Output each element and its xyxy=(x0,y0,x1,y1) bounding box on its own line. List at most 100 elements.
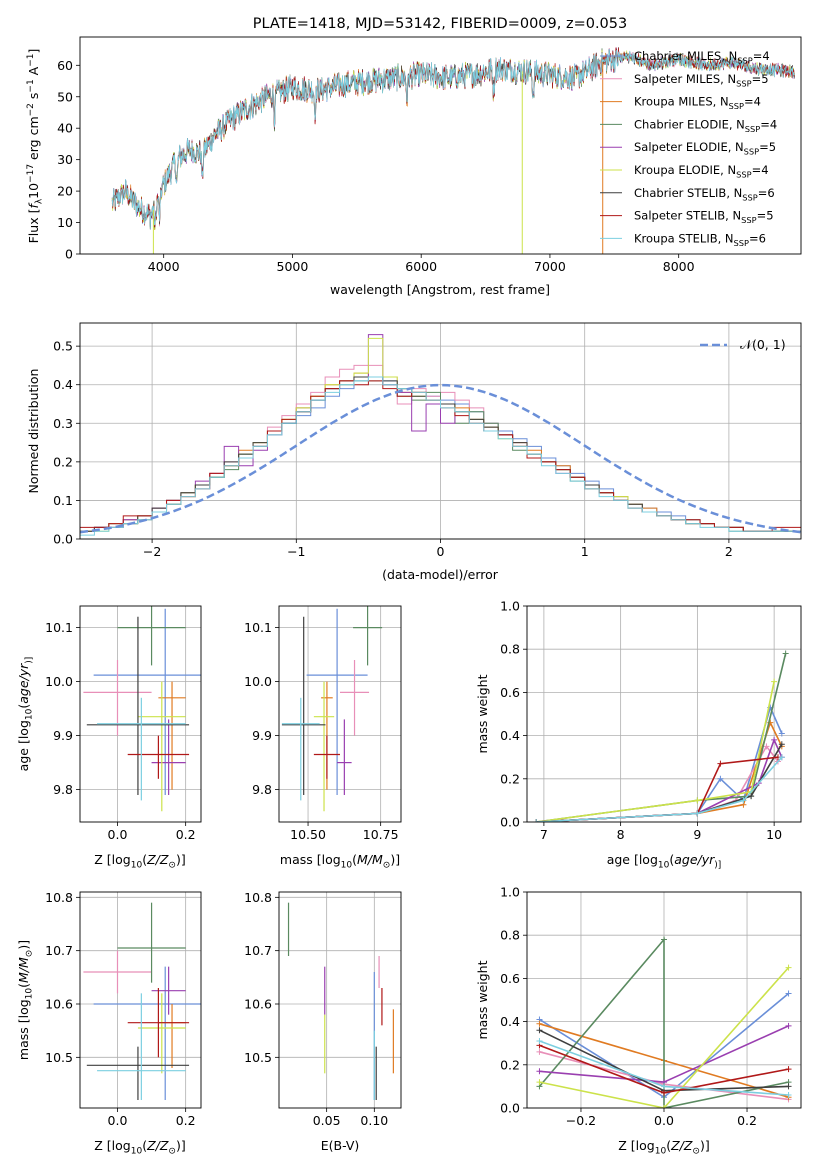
weight-track-kroupa_elodie xyxy=(536,681,775,822)
label-part: λ xyxy=(35,198,45,204)
y-tick-label: 10.0 xyxy=(244,674,272,689)
label-part: 10 xyxy=(131,1147,143,1157)
label-part: Chabrier STELIB, N xyxy=(634,186,742,200)
label-part: Chabrier MILES, N xyxy=(634,49,737,63)
y-tick-label: 9.9 xyxy=(252,728,272,743)
y-tick-label: 10.7 xyxy=(45,943,73,958)
legend-label: Chabrier STELIB, NSSP=6 xyxy=(634,186,775,203)
label-part: SSP xyxy=(742,192,757,202)
legend-label: Kroupa ELODIE, NSSP=4 xyxy=(634,163,769,180)
weight-marker xyxy=(748,793,755,800)
x-tick-label: 0.2 xyxy=(176,827,196,842)
legend-label: Salpeter ELODIE, NSSP=5 xyxy=(634,140,776,157)
y-tick-label: 0.6 xyxy=(500,685,520,700)
weight-marker xyxy=(536,1079,543,1086)
label-part: ( xyxy=(16,983,31,988)
label-part: mass [log xyxy=(280,852,341,867)
y-tick-label: 0.4 xyxy=(500,1014,520,1029)
axes-frame xyxy=(79,36,802,255)
axes-frame xyxy=(79,322,802,540)
label-part: )] xyxy=(714,861,721,871)
x-tick-label: 2 xyxy=(725,544,733,559)
x-tick-label: 0.10 xyxy=(360,1113,388,1128)
y-tick-label: 0.8 xyxy=(500,642,520,657)
y-axis-label: mass weight xyxy=(475,960,490,1039)
label-part: )] xyxy=(16,940,31,950)
x-axis-label: (data-model)/error xyxy=(382,567,499,582)
y-tick-label: 1.0 xyxy=(500,885,520,900)
x-tick-label: 0.0 xyxy=(108,1113,128,1128)
y-tick-label: 10.5 xyxy=(244,1050,272,1065)
label-part: 10 xyxy=(655,1147,667,1157)
y-tick-label: 0.8 xyxy=(500,928,520,943)
weight-marker xyxy=(785,990,792,997)
label-part: =5 xyxy=(759,140,776,154)
weight-marker xyxy=(771,678,778,685)
label-part: SSP xyxy=(737,56,752,66)
label-part: )] xyxy=(390,852,400,867)
axes-z-vs-mass: 0.0 0.2 10.5 10.6 10.7 10.8 xyxy=(45,890,202,1128)
label-part: Z [log xyxy=(94,1138,130,1153)
x-tick-label: 7000 xyxy=(534,259,566,274)
label-part: ⊙ xyxy=(383,861,391,871)
label-part: ( xyxy=(142,1138,147,1153)
y-tick-label: 10.1 xyxy=(45,620,73,635)
weight-track-salpeter_miles xyxy=(536,744,779,822)
label-part: Salpeter MILES, N xyxy=(634,72,736,86)
legend-label: Chabrier ELODIE, NSSP=4 xyxy=(634,117,777,134)
x-tick-label: 1 xyxy=(581,544,589,559)
x-axis-label: Z [log10(Z/Z⊙)] xyxy=(94,852,185,871)
label-part: =5 xyxy=(752,72,769,86)
label-part: 10 xyxy=(658,861,670,871)
y-tick-label: 0.3 xyxy=(53,416,73,431)
x-tick-label: 6000 xyxy=(405,259,437,274)
label-part: ( xyxy=(352,852,357,867)
label-part: SSP xyxy=(729,101,744,111)
weight-marker xyxy=(778,730,785,737)
label-part: Kroupa MILES, N xyxy=(634,95,729,109)
weight-marker xyxy=(717,760,724,767)
x-axis-label: wavelength [Angstrom, rest frame] xyxy=(330,282,550,297)
label-part: M/M xyxy=(357,852,383,867)
label-part: s xyxy=(26,93,41,104)
chart-title: PLATE=1418, MJD=53142, FIBERID=0009, z=0… xyxy=(253,16,627,32)
label-part: =4 xyxy=(760,117,777,131)
label-part: ( xyxy=(666,1138,671,1153)
weight-marker xyxy=(785,1022,792,1029)
label-part: SSP xyxy=(736,170,751,180)
y-tick-label: 10.0 xyxy=(45,674,73,689)
weight-marker xyxy=(694,797,701,804)
label-part: age/yr xyxy=(674,852,715,867)
y-tick-label: 0.2 xyxy=(53,454,73,469)
axes-residuals: −2 −1 0 1 2 0.0 0.1 0.2 0.3 0.4 0.5 𝒩(0, 1) xyxy=(53,322,802,559)
y-tick-label: 0.1 xyxy=(53,493,73,508)
label-part: )] xyxy=(176,852,186,867)
plot-area-ebv-vs-mass xyxy=(287,902,394,1100)
label-part: Z [log xyxy=(618,1138,654,1153)
label-part: 10 xyxy=(131,861,143,871)
y-tick-label: 60 xyxy=(57,58,73,73)
x-tick-label: 8000 xyxy=(663,259,695,274)
y-tick-label: 50 xyxy=(57,89,73,104)
label-part: =5 xyxy=(757,209,774,223)
x-axis-label: Z [log10(Z/Z⊙)] xyxy=(618,1138,709,1157)
label-part: =4 xyxy=(753,49,770,63)
label-part: )] xyxy=(700,1138,710,1153)
y-tick-label: 9.9 xyxy=(53,728,73,743)
y-tick-label: 10.5 xyxy=(45,1050,73,1065)
label-part: A xyxy=(26,66,41,79)
label-part: ⊙ xyxy=(168,861,176,871)
label-part: 10 xyxy=(26,183,41,199)
label-part: ( xyxy=(669,852,674,867)
axes-frame xyxy=(526,605,802,823)
axes-frame xyxy=(79,891,202,1109)
x-tick-label: 10.75 xyxy=(363,827,399,842)
weight-marker xyxy=(661,1105,667,1108)
axes-spectrum: 4000 5000 6000 7000 8000 0 10 20 30 40 50 60 Chabrie… xyxy=(57,36,802,274)
weight-marker xyxy=(778,741,785,748)
plot-area-z-vs-age xyxy=(83,606,201,812)
label-part: =4 xyxy=(744,95,761,109)
x-tick-label: 0.2 xyxy=(737,1113,757,1128)
x-tick-label: 0.2 xyxy=(176,1113,196,1128)
label-part: SSP xyxy=(744,147,759,157)
